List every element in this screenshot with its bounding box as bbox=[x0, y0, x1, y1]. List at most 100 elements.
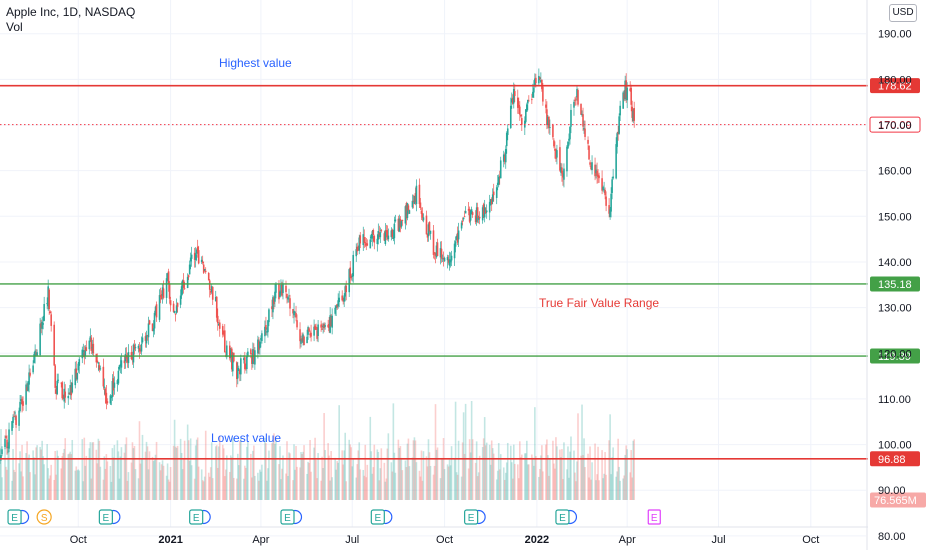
candle-body bbox=[33, 354, 35, 363]
volume-bar bbox=[357, 450, 360, 500]
candle-body bbox=[369, 239, 372, 249]
level-lines: 178.62 170.09 135.18 119.39 96.88 76.565M bbox=[0, 78, 926, 508]
split-event-icon[interactable]: S bbox=[36, 509, 52, 525]
volume-bar bbox=[187, 440, 190, 500]
volume-bar bbox=[475, 441, 478, 500]
event-badge bbox=[370, 509, 385, 525]
volume-bar bbox=[413, 437, 416, 500]
earnings-event-icon[interactable]: E bbox=[7, 509, 30, 525]
candle-body bbox=[229, 350, 232, 358]
candle-body bbox=[174, 313, 177, 315]
candle-body bbox=[517, 104, 520, 107]
symbol-title[interactable]: Apple Inc, 1D, NASDAQ bbox=[6, 5, 136, 19]
volume-indicator-label[interactable]: Vol bbox=[6, 20, 23, 34]
candle-body bbox=[27, 381, 29, 391]
volume-bar bbox=[294, 469, 296, 500]
candle-body bbox=[526, 104, 528, 112]
earnings-event-icon[interactable]: E bbox=[189, 509, 211, 525]
volume-bar bbox=[215, 445, 218, 500]
volume-bar bbox=[287, 475, 289, 500]
volume-bar bbox=[436, 447, 439, 500]
candle-body bbox=[411, 200, 414, 208]
earnings-event-icon[interactable]: E bbox=[555, 509, 578, 525]
volume-bar bbox=[364, 444, 367, 500]
candle-body bbox=[542, 86, 544, 102]
candle-body bbox=[378, 232, 381, 236]
volume-bar bbox=[509, 445, 512, 500]
volume-bar bbox=[160, 464, 163, 500]
candle-body bbox=[629, 88, 631, 91]
candle-body bbox=[125, 355, 128, 359]
earnings-event-icon[interactable]: E bbox=[280, 509, 303, 525]
volume-bar bbox=[279, 446, 281, 500]
volume-bar bbox=[454, 401, 457, 500]
volume-bar bbox=[158, 462, 161, 500]
volume-bar bbox=[380, 448, 383, 500]
candle-body bbox=[415, 185, 418, 205]
candle-body bbox=[539, 77, 541, 79]
candle-body bbox=[510, 98, 513, 103]
volume-bar bbox=[246, 446, 248, 500]
volume-bar bbox=[581, 404, 583, 500]
candle-body bbox=[552, 124, 554, 138]
volume-bar bbox=[584, 467, 586, 500]
candle-body bbox=[390, 230, 393, 238]
volume-bar bbox=[563, 442, 565, 500]
candle-body bbox=[591, 162, 593, 171]
volume-bar bbox=[126, 480, 129, 500]
candle-body bbox=[308, 328, 310, 332]
candle-body bbox=[236, 362, 238, 380]
candle-body bbox=[279, 291, 281, 298]
volume-bar bbox=[139, 463, 142, 500]
earnings-event-icon[interactable]: E bbox=[464, 509, 486, 525]
volume-bar bbox=[411, 457, 414, 500]
volume-bar bbox=[210, 442, 213, 500]
candle-body bbox=[260, 338, 262, 340]
candle-body bbox=[596, 170, 598, 176]
volume-bar bbox=[6, 469, 8, 500]
candle-body bbox=[166, 273, 169, 281]
volume-bar bbox=[577, 413, 579, 500]
volume-bar bbox=[596, 474, 598, 500]
candle-body bbox=[258, 341, 260, 350]
candle-body bbox=[273, 297, 275, 305]
candle-body bbox=[359, 235, 362, 244]
candle-body bbox=[83, 352, 86, 358]
volume-bar bbox=[386, 448, 389, 500]
candle-body bbox=[574, 99, 576, 101]
candle-body bbox=[370, 236, 373, 239]
candle-body bbox=[602, 187, 604, 190]
candle-body bbox=[49, 311, 51, 314]
earnings-event-icon[interactable]: E bbox=[647, 509, 661, 525]
candle-body bbox=[42, 323, 44, 325]
candle-body bbox=[419, 202, 422, 208]
volume-bar bbox=[175, 447, 178, 500]
candle-body bbox=[288, 295, 290, 297]
candle-body bbox=[335, 306, 337, 309]
volume-bar bbox=[231, 457, 233, 500]
candle-body bbox=[315, 326, 317, 331]
event-badge bbox=[280, 509, 295, 525]
candle-body bbox=[197, 250, 200, 264]
candle-body bbox=[630, 87, 632, 105]
volume-bar bbox=[159, 470, 162, 500]
earnings-event-icon[interactable]: E bbox=[98, 509, 121, 525]
candle-body bbox=[11, 421, 13, 431]
currency-button[interactable]: USD bbox=[889, 4, 917, 22]
volume-bar bbox=[20, 471, 22, 500]
candle-body bbox=[314, 325, 316, 330]
volume-bar bbox=[343, 450, 345, 500]
earnings-event-icon[interactable]: E bbox=[370, 509, 393, 525]
candle-body bbox=[302, 334, 304, 343]
volume-bar bbox=[314, 437, 316, 500]
candle-body bbox=[307, 327, 309, 335]
volume-bar bbox=[373, 444, 376, 500]
event-letter: E bbox=[651, 513, 658, 524]
volume-bar bbox=[189, 438, 192, 500]
volume-bar bbox=[302, 451, 304, 500]
candle-body bbox=[398, 218, 401, 232]
volume-bar bbox=[33, 457, 35, 500]
level-price-box-last bbox=[869, 116, 921, 133]
